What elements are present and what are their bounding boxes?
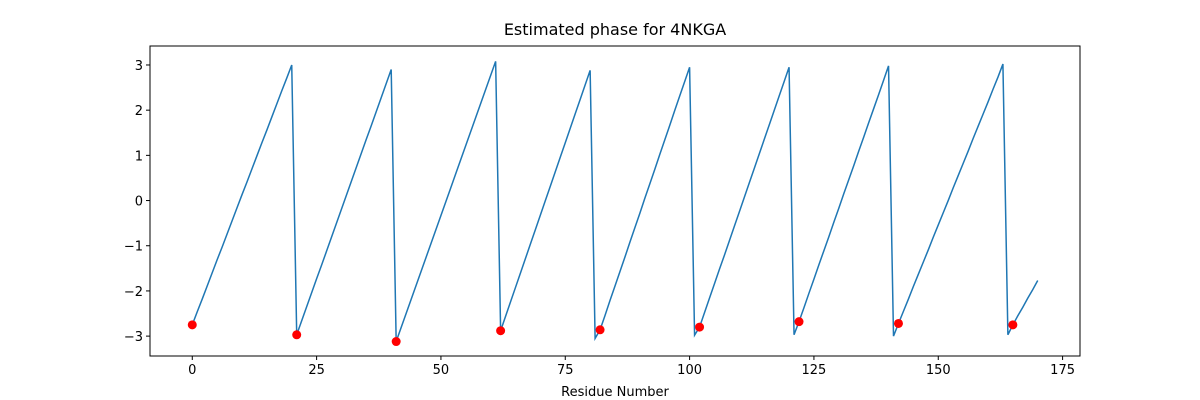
y-tick-label: 1 xyxy=(135,149,143,164)
x-tick-label: 150 xyxy=(926,363,951,378)
data-line xyxy=(191,61,1039,342)
data-point xyxy=(391,337,401,347)
y-tick-label: 0 xyxy=(135,195,143,210)
data-point xyxy=(695,322,705,332)
y-tick-label: −3 xyxy=(124,330,143,345)
x-tick-label: 25 xyxy=(308,363,325,378)
data-point xyxy=(595,325,605,335)
chart-title: Estimated phase for 4NKGA xyxy=(504,20,726,39)
y-tick-label: 3 xyxy=(135,59,143,74)
x-tick-label: 125 xyxy=(802,363,827,378)
x-tick-label: 0 xyxy=(188,363,196,378)
plot-frame xyxy=(149,45,1081,357)
y-tick-label: −2 xyxy=(124,285,143,300)
y-tick-label: 2 xyxy=(135,104,143,119)
data-point xyxy=(794,317,804,327)
x-tick-label: 100 xyxy=(677,363,702,378)
data-point xyxy=(1008,320,1018,330)
y-tick-label: −1 xyxy=(124,240,143,255)
data-point xyxy=(496,326,506,336)
x-tick-label: 75 xyxy=(557,363,574,378)
x-axis-label: Residue Number xyxy=(561,385,669,400)
x-tick-label: 50 xyxy=(433,363,450,378)
data-point xyxy=(292,330,302,340)
data-point xyxy=(893,318,903,328)
x-tick-label: 175 xyxy=(1050,363,1075,378)
data-point xyxy=(187,320,197,330)
